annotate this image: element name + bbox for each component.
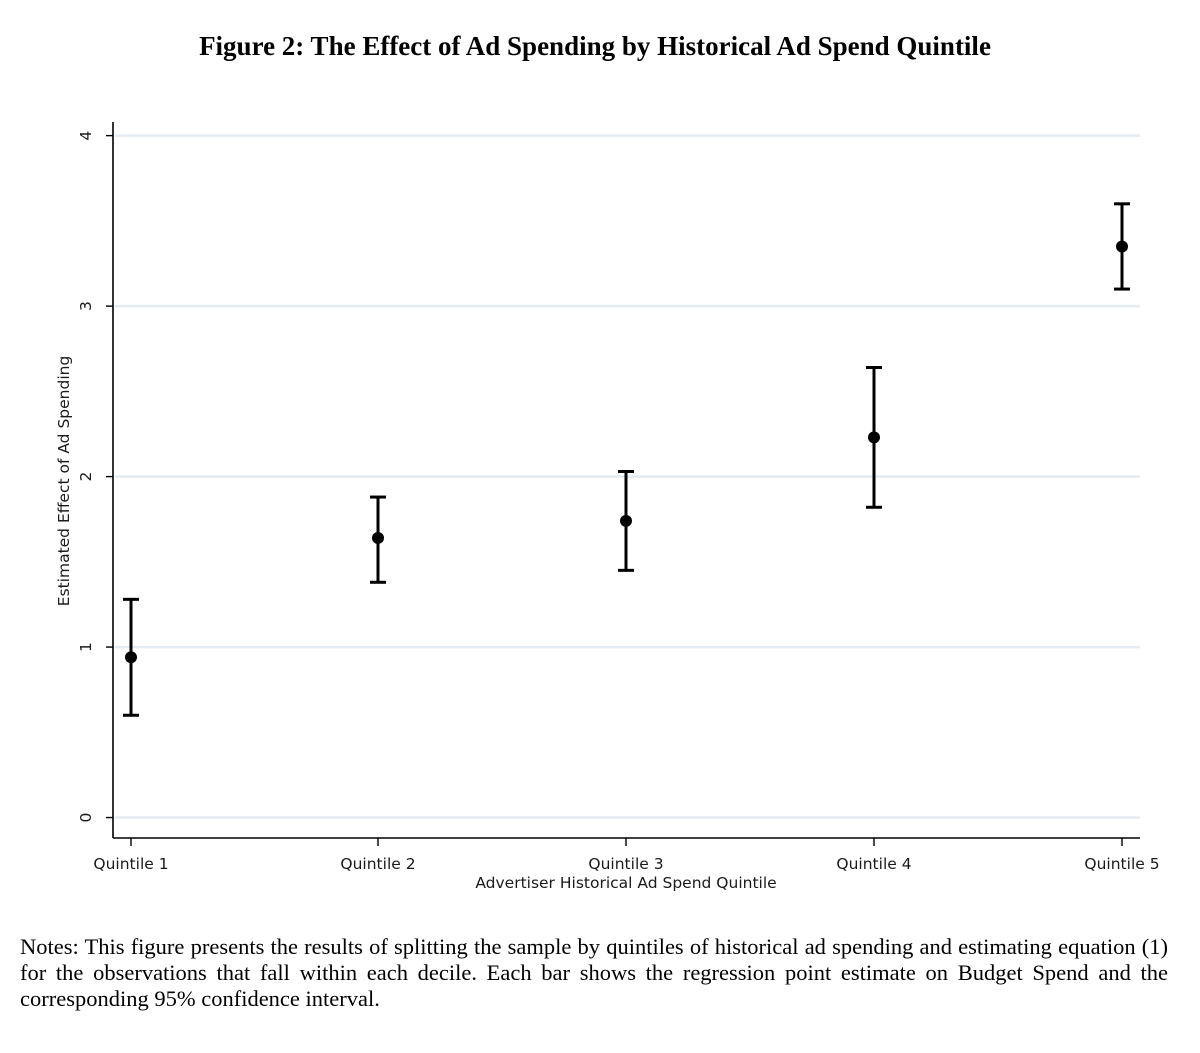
x-tick-label: Quintile 3 [588,855,663,873]
point-estimate-quintile-3 [620,514,632,527]
x-axis-label: Advertiser Historical Ad Spend Quintile [475,874,776,892]
y-axis-label: Estimated Effect of Ad Spending [55,356,73,607]
axes: 0 1 2 3 4 Quintile 1 Quintile 2 Quintile 3 Quint… [77,122,1160,873]
x-tick-label: Quintile 1 [93,855,168,873]
y-tick-label: 4 [77,131,95,141]
y-tick-label: 1 [77,642,95,652]
point-estimate-quintile-1 [125,651,137,664]
x-tick-label: Quintile 4 [836,855,911,873]
point-estimate-quintile-5 [1116,240,1128,253]
figure-notes: Notes: This figure presents the results … [20,934,1168,1011]
data-marks [123,202,1130,717]
x-tick-label: Quintile 2 [340,855,415,873]
y-tick-label: 2 [77,472,95,482]
point-estimate-quintile-2 [372,531,384,544]
chart: 0 1 2 3 4 Quintile 1 Quintile 2 Quintile 3 Quint… [55,122,1160,892]
y-tick-label: 0 [77,813,95,823]
figure-title: Figure 2: The Effect of Ad Spending by H… [199,31,991,61]
x-tick-label: Quintile 5 [1084,855,1159,873]
y-tick-label: 3 [77,301,95,311]
point-estimate-quintile-4 [868,431,880,444]
